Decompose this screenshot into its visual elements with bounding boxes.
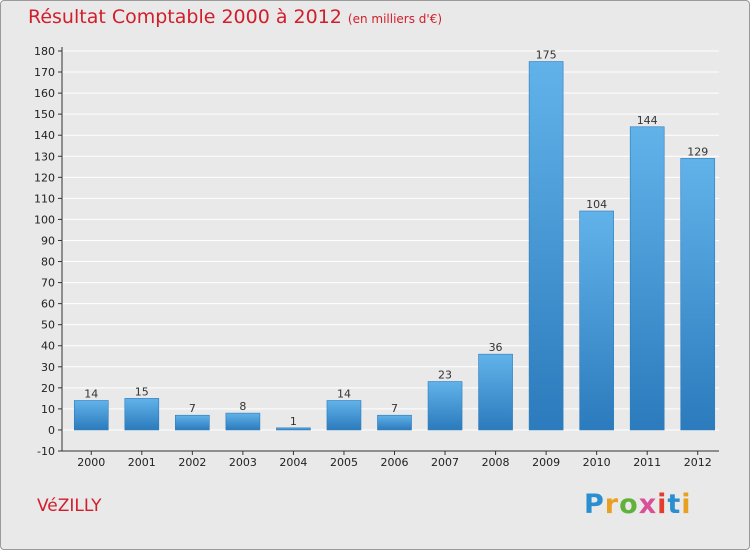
bar-2001 — [124, 398, 160, 431]
data-label-2005: 14 — [337, 387, 351, 400]
bar-2005 — [326, 400, 362, 431]
y-tick-label: 40 — [41, 340, 55, 353]
x-tick-label-2010: 2010 — [583, 456, 611, 469]
y-tick-label: 180 — [34, 45, 55, 58]
proxiti-logo: Proxiti — [584, 489, 692, 520]
data-label-2009: 175 — [536, 49, 557, 62]
logo-letter: o — [619, 489, 639, 520]
commune-name: VéZILLY — [37, 496, 102, 516]
y-tick-label: 100 — [34, 213, 55, 226]
x-tick-label-2003: 2003 — [229, 456, 257, 469]
axes — [58, 47, 719, 455]
y-tick-label: 130 — [34, 150, 55, 163]
data-label-2004: 1 — [290, 415, 297, 428]
bar-2003 — [225, 412, 261, 431]
logo-letter: t — [667, 489, 682, 520]
bar-2008 — [478, 353, 513, 431]
grid-lines — [62, 50, 719, 452]
x-tick-label-2005: 2005 — [330, 456, 358, 469]
y-tick-label: 70 — [41, 277, 55, 290]
title-text: Résultat Comptable 2000 à 2012 — [28, 6, 342, 28]
y-tick-label: 50 — [41, 319, 55, 332]
bar-2000 — [73, 400, 109, 431]
data-label-2007: 23 — [438, 369, 452, 382]
logo-letter: i — [681, 489, 692, 520]
logo-letter: r — [604, 489, 620, 520]
chart-subtitle: (en milliers d'€) — [347, 12, 443, 26]
bar-2012 — [680, 158, 716, 431]
data-label-2012: 129 — [687, 145, 708, 158]
y-tick-label: -10 — [37, 445, 55, 458]
y-tick-label: 170 — [34, 66, 55, 79]
y-tick-label: 10 — [41, 403, 55, 416]
bar-2011 — [629, 126, 665, 431]
data-label-2002: 7 — [189, 402, 196, 415]
logo-letter: i — [657, 489, 668, 520]
y-tick-label: 0 — [48, 424, 55, 437]
data-label-2001: 15 — [135, 385, 149, 398]
bar-2010 — [579, 210, 614, 431]
x-tick-label-2001: 2001 — [128, 456, 156, 469]
x-tick-label-2004: 2004 — [279, 456, 307, 469]
x-tick-labels: 2000 2001 2002 2003 2004 2005 2006 2007 2008 2009… — [77, 456, 711, 469]
bars — [73, 61, 716, 431]
data-label-2011: 144 — [637, 114, 658, 127]
x-tick-label-2009: 2009 — [532, 456, 560, 469]
y-tick-label: 20 — [41, 382, 55, 395]
y-tick-label: 160 — [34, 87, 55, 100]
x-tick-label-2007: 2007 — [431, 456, 459, 469]
bar-2004 — [276, 427, 311, 431]
data-label-2003: 8 — [239, 400, 246, 413]
y-tick-label: 110 — [34, 192, 55, 205]
bar-2007 — [427, 381, 463, 431]
chart-title: Résultat Comptable 2000 à 2012 (en millie… — [28, 6, 442, 28]
data-label-2000: 14 — [84, 387, 98, 400]
bar-2002 — [175, 414, 210, 431]
x-tick-label-2012: 2012 — [684, 456, 712, 469]
y-tick-label: 60 — [41, 298, 55, 311]
data-label-2008: 36 — [489, 341, 503, 354]
x-tick-label-2000: 2000 — [77, 456, 105, 469]
y-tick-labels: -10 0 10 20 30 40 50 60 70 80 90 100 110 120 130 140 150… — [34, 45, 55, 458]
logo-letter: P — [584, 489, 605, 520]
y-tick-label: 90 — [41, 234, 55, 247]
y-tick-label: 80 — [41, 256, 55, 269]
x-tick-label-2002: 2002 — [178, 456, 206, 469]
x-tick-label-2006: 2006 — [381, 456, 409, 469]
data-labels: 14 15 7 8 1 14 7 23 36 175 104 144 129 — [84, 49, 708, 428]
y-tick-label: 140 — [34, 129, 55, 142]
data-label-2006: 7 — [391, 402, 398, 415]
y-tick-label: 30 — [41, 361, 55, 374]
x-tick-label-2008: 2008 — [482, 456, 510, 469]
y-tick-label: 120 — [34, 171, 55, 184]
x-tick-label-2011: 2011 — [633, 456, 661, 469]
logo-letter: x — [638, 489, 658, 520]
bar-2006 — [377, 414, 412, 431]
bar-2009 — [528, 61, 564, 431]
y-tick-label: 150 — [34, 108, 55, 121]
data-label-2010: 104 — [586, 198, 607, 211]
